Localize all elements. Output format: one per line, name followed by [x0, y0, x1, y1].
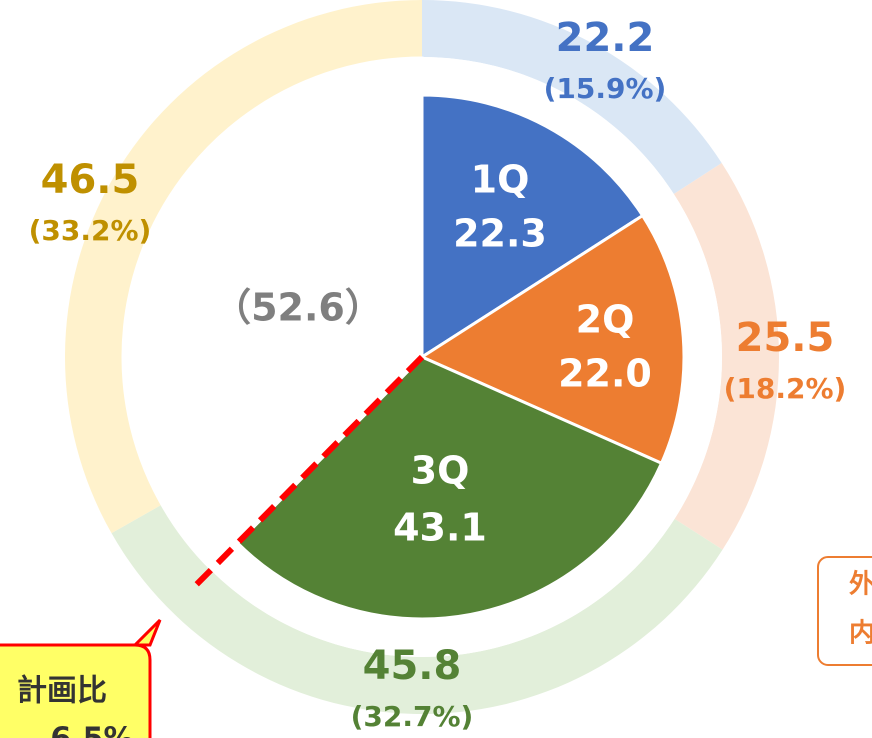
outer-share-label: (32.7%) — [351, 700, 474, 733]
outer-value-label: 46.5 — [41, 157, 140, 203]
ring-segment — [422, 0, 722, 194]
outer-share-label: (18.2%) — [724, 372, 847, 405]
outer-share-label: (33.2%) — [29, 214, 152, 247]
ring-segment — [65, 0, 422, 534]
inner-value-label: （52.6） — [213, 286, 383, 330]
outer-share-label: (15.9%) — [544, 72, 667, 105]
outer-value-label: 45.8 — [363, 643, 462, 689]
inner-value-label: 22.3 — [453, 212, 547, 256]
legend-box — [817, 556, 872, 666]
callout-text: 計画比 — [17, 674, 107, 709]
pie-slice — [235, 355, 664, 621]
inner-value-label: 22.0 — [558, 352, 652, 396]
pie-slice — [418, 213, 686, 466]
ring-segment — [673, 163, 780, 550]
callout-bubble — [0, 618, 162, 738]
outer-value-label: 25.5 — [736, 315, 835, 361]
callout-text: 6.5% — [50, 722, 133, 738]
inner-category-label: 1Q — [471, 158, 530, 202]
ring-segment — [111, 505, 723, 714]
rings — [65, 0, 780, 714]
inner-category-label: 2Q — [576, 298, 635, 342]
dashed-marker — [187, 354, 425, 594]
inner-value-label: 43.1 — [393, 506, 487, 550]
inner-category-label: 3Q — [411, 449, 470, 493]
legend-text: 外 — [849, 570, 872, 600]
pie-slice — [420, 93, 645, 360]
pie-slice — [121, 56, 424, 572]
outer-value-label: 22.2 — [556, 15, 655, 61]
legend-text: 内 — [849, 619, 872, 649]
